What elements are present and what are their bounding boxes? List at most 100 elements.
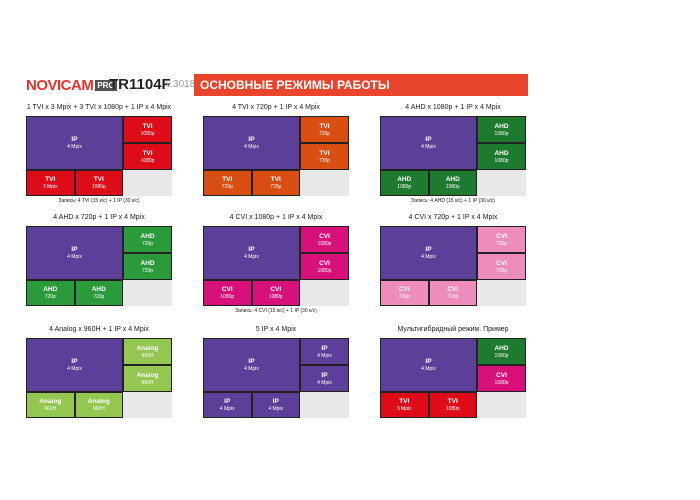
tile-label: TVI (447, 398, 458, 405)
mode-title: 4 CVI x 720p + 1 IP x 4 Mpix (408, 214, 498, 221)
tile-resolution: 720p (221, 184, 233, 190)
side-tile: Analog 960H (123, 365, 172, 392)
tile-label: CVI (496, 371, 507, 379)
tile-label: IP (248, 136, 255, 143)
tile-resolution: 1080p (445, 406, 460, 412)
tile-resolution: 1080p (494, 130, 509, 137)
tile-label: IP (321, 371, 328, 379)
tile-resolution: 720p (447, 294, 459, 300)
tile-label: TVI (142, 122, 153, 130)
tile-resolution: 1080p (140, 130, 155, 137)
model-name: TR1104F (109, 76, 171, 93)
channel-layout: IP 4 Mpix AHD 1080p CVI 1080p TVI 3 Mpix TVI 1080… (380, 338, 526, 418)
tile-resolution: 960H (141, 352, 154, 359)
tile-label: AHD (140, 232, 155, 240)
bottom-tile: AHD 1080p (380, 170, 429, 196)
tile-resolution: 4 Mpix (421, 144, 436, 150)
ip-main-tile: IP 4 Mpix (26, 338, 123, 392)
tile-resolution: 4 Mpix (421, 366, 436, 372)
tile-resolution: 1080p (317, 240, 332, 247)
tile-resolution: 960H (92, 406, 105, 412)
title-banner: ОСНОВНЫЕ РЕЖИМЫ РАБОТЫ ВИДЕОРЕГИСТРАТОРА (194, 74, 528, 114)
tile-label: IP (248, 358, 255, 365)
logo-text: NOVICAM (26, 76, 94, 94)
recording-note: Запись: 4 CVI (15 к/с) + 1 IP (30 к/с) (235, 308, 317, 314)
bottom-tile: TVI 1080p (74, 170, 123, 196)
ip-main-tile: IP 4 Mpix (380, 116, 477, 170)
tile-resolution: 720p (44, 294, 56, 300)
side-tile: CVI 720p (477, 226, 526, 253)
tile-resolution: 4 Mpix (244, 144, 259, 150)
mode-panel: 4 AHD x 1080p + 1 IP x 4 Mpix IP 4 Mpix AHD… (380, 104, 526, 208)
ip-main-tile: IP 4 Mpix (380, 338, 477, 392)
bottom-tile: IP 4 Mpix (251, 392, 300, 418)
tile-label: TVI (319, 149, 330, 157)
channel-layout: IP 4 Mpix AHD 1080p AHD 1080p AHD 1080p AHD 1080p (380, 116, 526, 196)
tile-resolution: 4 Mpix (244, 366, 259, 372)
side-tile: AHD 720p (123, 253, 172, 280)
version-label: v.3018 (166, 79, 196, 90)
side-tile: CVI 720p (477, 253, 526, 280)
tile-resolution: 720p (495, 267, 508, 274)
mode-panel: 4 CVI x 720p + 1 IP x 4 Mpix IP 4 Mpix CVI 7… (380, 214, 526, 318)
mode-title: 4 AHD x 720p + 1 IP x 4 Mpix (53, 214, 145, 221)
ip-main-tile: IP 4 Mpix (26, 116, 123, 170)
tile-resolution: 4 Mpix (67, 254, 82, 260)
bottom-tile: CVI 720p (428, 280, 477, 306)
mode-title: 4 TVI x 720p + 1 IP x 4 Mpix (232, 104, 320, 111)
channel-layout: IP 4 Mpix Analog 960H Analog 960H Analog 960H An… (26, 338, 172, 418)
tile-resolution: 720p (93, 294, 105, 300)
tile-label: TVI (45, 176, 56, 183)
tile-label: AHD (445, 176, 460, 183)
bottom-tile: AHD 1080p (428, 170, 477, 196)
tile-label: CVI (447, 286, 459, 293)
side-tile: AHD 1080p (477, 143, 526, 170)
tile-label: AHD (494, 122, 509, 130)
tile-label: CVI (319, 232, 330, 240)
bottom-tile: Analog 960H (74, 392, 123, 418)
recording-note: Запись: 4 AHD (15 к/с) + 1 IP (30 к/с) (411, 198, 495, 204)
channel-layout: IP 4 Mpix TVI 1080p TVI 1080p TVI 3 Mpix TVI 1080… (26, 116, 172, 196)
tile-resolution: 720p (141, 240, 154, 247)
tile-label: AHD (43, 286, 58, 293)
tile-resolution: 960H (44, 406, 57, 412)
tile-label: Analog (39, 398, 62, 405)
tile-resolution: 1080p (220, 294, 235, 300)
side-tile: AHD 1080p (477, 338, 526, 365)
tile-resolution: 720p (495, 240, 508, 247)
tile-label: IP (248, 246, 255, 253)
logo-badge: PRO (95, 79, 117, 91)
tile-label: CVI (270, 286, 282, 293)
side-tile: CVI 1080p (300, 253, 349, 280)
tile-resolution: 3 Mpix (396, 406, 412, 412)
mode-panel: Мультигибридный режим. Пример IP 4 Mpix AHD… (380, 326, 526, 430)
side-tile: TVI 720p (300, 116, 349, 143)
tile-label: CVI (319, 259, 330, 267)
mode-panel: 5 IP x 4 Mpix IP 4 Mpix IP 4 Mpix IP 4 Mpix IP 4… (203, 326, 349, 430)
tile-label: AHD (397, 176, 412, 183)
tile-resolution: 4 Mpix (244, 254, 259, 260)
side-tile: TVI 1080p (123, 116, 172, 143)
channel-layout: IP 4 Mpix IP 4 Mpix IP 4 Mpix IP 4 Mpix IP 4 Mpix (203, 338, 349, 418)
tile-resolution: 720p (141, 267, 154, 274)
tile-resolution: 1080p (397, 184, 412, 190)
bottom-tile: AHD 720p (74, 280, 123, 306)
side-tile: IP 4 Mpix (300, 365, 349, 392)
tile-label: AHD (494, 344, 509, 352)
tile-resolution: 4 Mpix (317, 379, 332, 386)
tile-resolution: 4 Mpix (421, 254, 436, 260)
bottom-tile: IP 4 Mpix (203, 392, 252, 418)
tile-label: AHD (494, 149, 509, 157)
side-tile: TVI 720p (300, 143, 349, 170)
tile-resolution: 720p (270, 184, 282, 190)
tile-resolution: 1080p (317, 267, 332, 274)
side-tile: Analog 960H (123, 338, 172, 365)
tile-resolution: 4 Mpix (219, 406, 235, 412)
tile-label: IP (224, 398, 231, 405)
tile-label: TVI (222, 176, 233, 183)
tile-label: IP (321, 344, 328, 352)
tile-resolution: 3 Mpix (42, 184, 58, 190)
header: NOVICAM PRO TR1104F v.3018 ОСНОВНЫЕ РЕЖИ… (26, 74, 528, 114)
tile-label: TVI (270, 176, 281, 183)
tile-label: CVI (398, 286, 410, 293)
